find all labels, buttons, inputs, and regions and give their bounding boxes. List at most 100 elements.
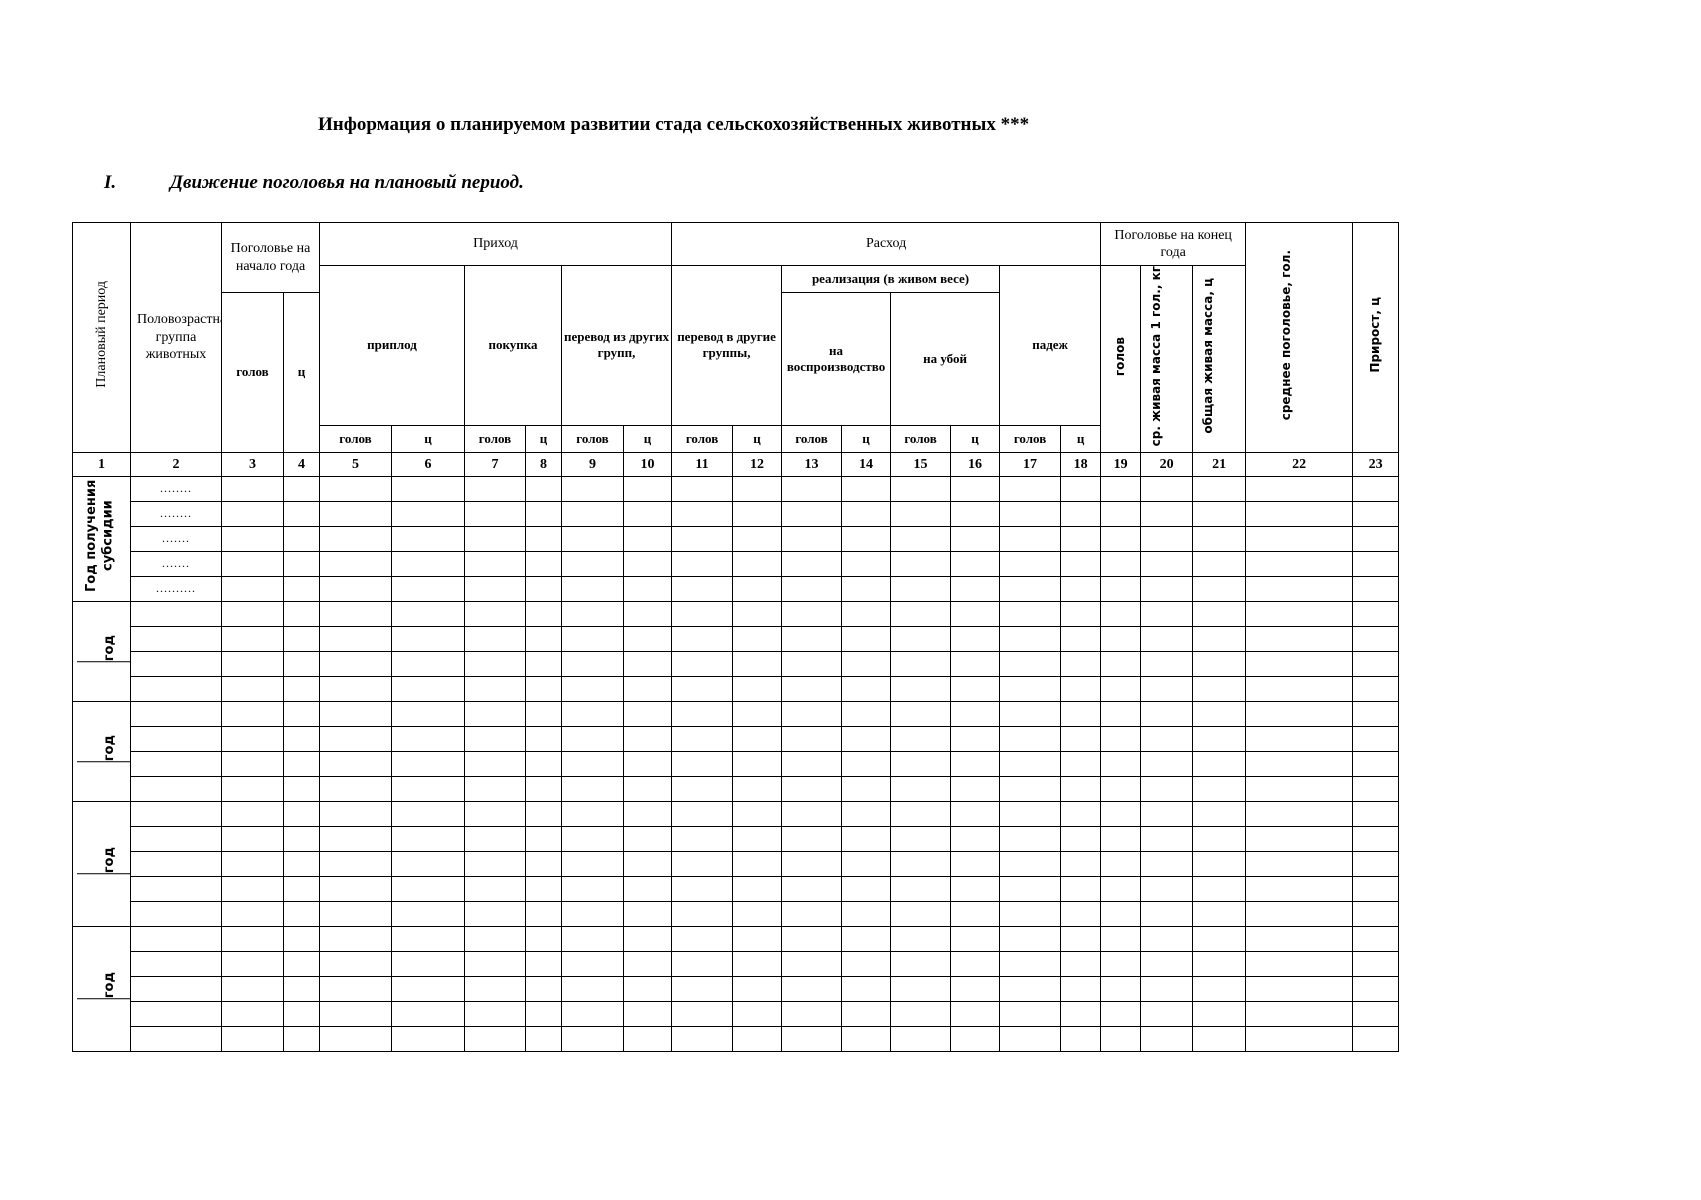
data-cell[interactable] [464,825,526,852]
data-cell[interactable] [1192,800,1247,827]
data-cell[interactable] [319,650,392,677]
data-cell[interactable] [1245,500,1354,527]
data-cell[interactable] [561,600,624,627]
data-cell[interactable] [1100,850,1142,877]
data-cell[interactable] [1352,600,1400,627]
data-cell[interactable] [950,500,1001,527]
data-cell[interactable] [561,775,624,802]
data-cell[interactable] [464,675,526,702]
data-cell[interactable] [319,925,392,952]
data-cell[interactable] [1140,575,1194,602]
data-cell[interactable] [283,725,320,752]
data-cell[interactable] [221,775,284,802]
data-cell[interactable] [464,925,526,952]
data-cell[interactable] [1192,775,1247,802]
data-cell[interactable] [283,525,320,552]
data-cell[interactable] [950,550,1001,577]
data-cell[interactable] [1060,500,1102,527]
data-cell[interactable] [732,925,783,952]
data-cell[interactable] [283,875,320,902]
data-cell[interactable] [464,550,526,577]
data-cell[interactable] [841,500,892,527]
data-cell[interactable] [1245,825,1354,852]
data-cell[interactable] [890,500,952,527]
data-cell[interactable] [221,800,284,827]
data-cell[interactable] [525,850,562,877]
data-cell[interactable] [391,800,465,827]
data-cell[interactable] [999,875,1062,902]
data-cell[interactable] [319,950,392,977]
data-cell[interactable] [221,575,284,602]
data-cell[interactable] [525,975,562,1002]
data-cell[interactable] [999,825,1062,852]
data-cell[interactable] [999,975,1062,1002]
data-cell[interactable] [1192,750,1247,777]
data-cell[interactable] [671,1000,734,1027]
data-cell[interactable] [1060,675,1102,702]
data-cell[interactable] [561,525,624,552]
data-cell[interactable] [890,550,952,577]
data-cell[interactable] [841,1000,892,1027]
data-cell[interactable] [999,625,1062,652]
age-group-cell[interactable] [130,1025,222,1052]
data-cell[interactable] [841,625,892,652]
data-cell[interactable] [525,925,562,952]
data-cell[interactable] [732,1000,783,1027]
age-group-cell[interactable] [130,600,222,627]
data-cell[interactable] [841,900,892,927]
data-cell[interactable] [622,575,673,602]
data-cell[interactable] [950,625,1001,652]
data-cell[interactable] [671,550,734,577]
data-cell[interactable] [1352,700,1400,727]
data-cell[interactable] [732,575,783,602]
data-cell[interactable] [1060,950,1102,977]
data-cell[interactable] [671,825,734,852]
data-cell[interactable] [464,750,526,777]
data-cell[interactable] [999,800,1062,827]
data-cell[interactable] [525,575,562,602]
data-cell[interactable] [890,825,952,852]
data-cell[interactable] [732,550,783,577]
data-cell[interactable] [999,525,1062,552]
data-cell[interactable] [622,500,673,527]
data-cell[interactable] [221,950,284,977]
data-cell[interactable] [1352,675,1400,702]
data-cell[interactable] [781,750,843,777]
data-cell[interactable] [1245,775,1354,802]
data-cell[interactable] [319,500,392,527]
data-cell[interactable] [841,700,892,727]
data-cell[interactable] [283,950,320,977]
data-cell[interactable] [1245,1025,1354,1052]
age-group-cell[interactable] [130,725,222,752]
age-group-cell[interactable] [130,775,222,802]
age-group-cell[interactable]: .......... [130,575,222,602]
data-cell[interactable] [732,900,783,927]
data-cell[interactable] [781,850,843,877]
data-cell[interactable] [1140,700,1194,727]
data-cell[interactable] [391,850,465,877]
data-cell[interactable] [1352,875,1400,902]
data-cell[interactable] [391,625,465,652]
data-cell[interactable] [1245,925,1354,952]
data-cell[interactable] [1245,550,1354,577]
data-cell[interactable] [622,475,673,502]
age-group-cell[interactable] [130,675,222,702]
data-cell[interactable] [1100,1025,1142,1052]
data-cell[interactable] [781,925,843,952]
data-cell[interactable] [525,700,562,727]
data-cell[interactable] [1100,575,1142,602]
data-cell[interactable] [525,1025,562,1052]
data-cell[interactable] [999,750,1062,777]
data-cell[interactable] [1192,1025,1247,1052]
data-cell[interactable] [781,1025,843,1052]
data-cell[interactable] [841,600,892,627]
data-cell[interactable] [1352,925,1400,952]
data-cell[interactable] [1192,925,1247,952]
data-cell[interactable] [671,500,734,527]
data-cell[interactable] [525,775,562,802]
data-cell[interactable] [1352,850,1400,877]
data-cell[interactable] [1060,700,1102,727]
data-cell[interactable] [221,900,284,927]
data-cell[interactable] [622,825,673,852]
data-cell[interactable] [950,600,1001,627]
